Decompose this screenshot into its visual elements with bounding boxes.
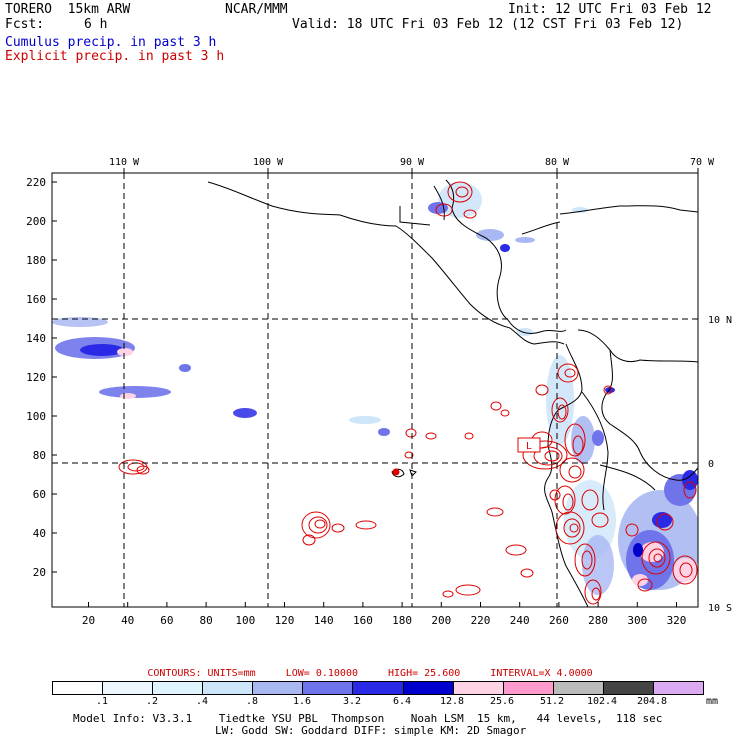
- contour-info: CONTOURS: UNITS=mm LOW= 0.10000 HIGH= 25…: [0, 668, 740, 679]
- contour-high: HIGH= 25.600: [388, 668, 461, 679]
- lon-tick-marks: [123, 168, 699, 173]
- x-tick-marks: [88, 602, 677, 607]
- colorbar-segment: [252, 682, 303, 694]
- lon-label-110w: 110 W: [109, 157, 140, 168]
- lon-label-80w: 80 W: [545, 157, 570, 168]
- explicit-field-title: Explicit precip. in past 3 h: [5, 49, 225, 64]
- x-tick-label: 180: [392, 614, 412, 627]
- colorbar-label: 51.2: [539, 696, 565, 707]
- map-frame: [51, 172, 699, 608]
- y-tick-label: 60: [33, 488, 46, 501]
- cumulus-field-title: Cumulus precip. in past 3 h: [5, 35, 217, 50]
- y-tick-label: 20: [33, 566, 46, 579]
- contour-interval: INTERVAL=X 4.0000: [490, 668, 593, 679]
- colorbar-label: 3.2: [342, 696, 362, 707]
- lat-lon-grid: [52, 173, 698, 607]
- colorbar-segment: [652, 682, 704, 694]
- colorbar-segment: [152, 682, 203, 694]
- contour-low: LOW= 0.10000: [285, 668, 358, 679]
- colorbar-unit: mm: [706, 696, 719, 707]
- low-marker-label: L: [526, 441, 532, 452]
- lon-label-70w: 70 W: [690, 157, 715, 168]
- colorbar-label: 12.8: [439, 696, 465, 707]
- colorbar-segment: [402, 682, 453, 694]
- lon-label-100w: 100 W: [253, 157, 284, 168]
- x-tick-label: 120: [275, 614, 295, 627]
- colorbar-label: 1.6: [292, 696, 312, 707]
- x-tick-label: 60: [160, 614, 173, 627]
- lat-label-10n: 10 N: [708, 315, 732, 326]
- contour-units: CONTOURS: UNITS=mm: [147, 668, 256, 679]
- physics-info-line: LW: Godd SW: Goddard DIFF: simple KM: 2D…: [215, 724, 527, 737]
- y-tick-label: 80: [33, 449, 46, 462]
- y-tick-label: 100: [26, 410, 46, 423]
- colorbar-label: 102.4: [586, 696, 618, 707]
- colorbar-label: .8: [245, 696, 259, 707]
- y-tick-label: 40: [33, 527, 46, 540]
- colorbar-segment: [452, 682, 503, 694]
- x-tick-label: 220: [471, 614, 491, 627]
- colorbar-segment: [102, 682, 153, 694]
- model-info-line: Model Info: V3.3.1 Tiedtke YSU PBL Thomp…: [73, 712, 663, 725]
- low-marker-box: [517, 437, 541, 453]
- x-tick-label: 200: [431, 614, 451, 627]
- y-tick-label: 200: [26, 215, 46, 228]
- colorbar-segment: [352, 682, 403, 694]
- x-tick-label: 160: [353, 614, 373, 627]
- colorbar-segment: [602, 682, 653, 694]
- colorbar-segment: [53, 682, 103, 694]
- y-tick-marks: [52, 181, 57, 573]
- colorbar-label: .4: [195, 696, 209, 707]
- x-tick-label: 80: [199, 614, 212, 627]
- x-tick-label: 20: [82, 614, 95, 627]
- lat-label-10s: 10 S: [708, 603, 732, 614]
- lat-labels: 10 N 0 10 S: [708, 315, 732, 614]
- valid-time: Valid: 18 UTC Fri 03 Feb 12 (12 CST Fri …: [292, 17, 684, 32]
- init-time: Init: 12 UTC Fri 03 Feb 12: [508, 2, 712, 17]
- colorbar-segment: [502, 682, 553, 694]
- colorbar-label: 6.4: [392, 696, 412, 707]
- lon-label-90w: 90 W: [400, 157, 425, 168]
- colorbar-label: .2: [145, 696, 159, 707]
- lon-labels: 110 W 100 W 90 W 80 W 70 W: [109, 157, 715, 168]
- explicit-contours: [118, 181, 698, 605]
- x-tick-label: 280: [588, 614, 608, 627]
- colorbar-label: 204.8: [636, 696, 668, 707]
- x-tick-label: 300: [627, 614, 647, 627]
- y-tick-label: 120: [26, 371, 46, 384]
- x-tick-label: 260: [549, 614, 569, 627]
- y-tick-label: 180: [26, 254, 46, 267]
- forecast-label: Fcst:: [5, 17, 45, 32]
- x-tick-label: 40: [121, 614, 134, 627]
- x-tick-label: 240: [510, 614, 530, 627]
- model-title: TORERO 15km ARW: [5, 2, 131, 17]
- colorbar-segment: [202, 682, 253, 694]
- colorbar-segment: [552, 682, 603, 694]
- y-tick-label: 140: [26, 332, 46, 345]
- y-tick-label: 220: [26, 176, 46, 189]
- x-tick-label: 100: [235, 614, 255, 627]
- y-tick-labels: 220 200 180 160 140 120 100 80 60 40 20: [26, 176, 46, 579]
- x-tick-label: 140: [314, 614, 334, 627]
- org-name: NCAR/MMM: [225, 2, 288, 17]
- forecast-hour: 6 h: [84, 17, 108, 32]
- colorbar-label: 25.6: [489, 696, 515, 707]
- y-tick-label: 160: [26, 293, 46, 306]
- colorbar: [52, 681, 704, 695]
- colorbar-segment: [302, 682, 353, 694]
- x-tick-labels: 20 40 60 80 100 120 140 160 180 200 220 240 260 280 30…: [82, 614, 687, 627]
- colorbar-label: .1: [95, 696, 109, 707]
- x-tick-label: 320: [667, 614, 687, 627]
- lat-label-eq: 0: [708, 459, 714, 470]
